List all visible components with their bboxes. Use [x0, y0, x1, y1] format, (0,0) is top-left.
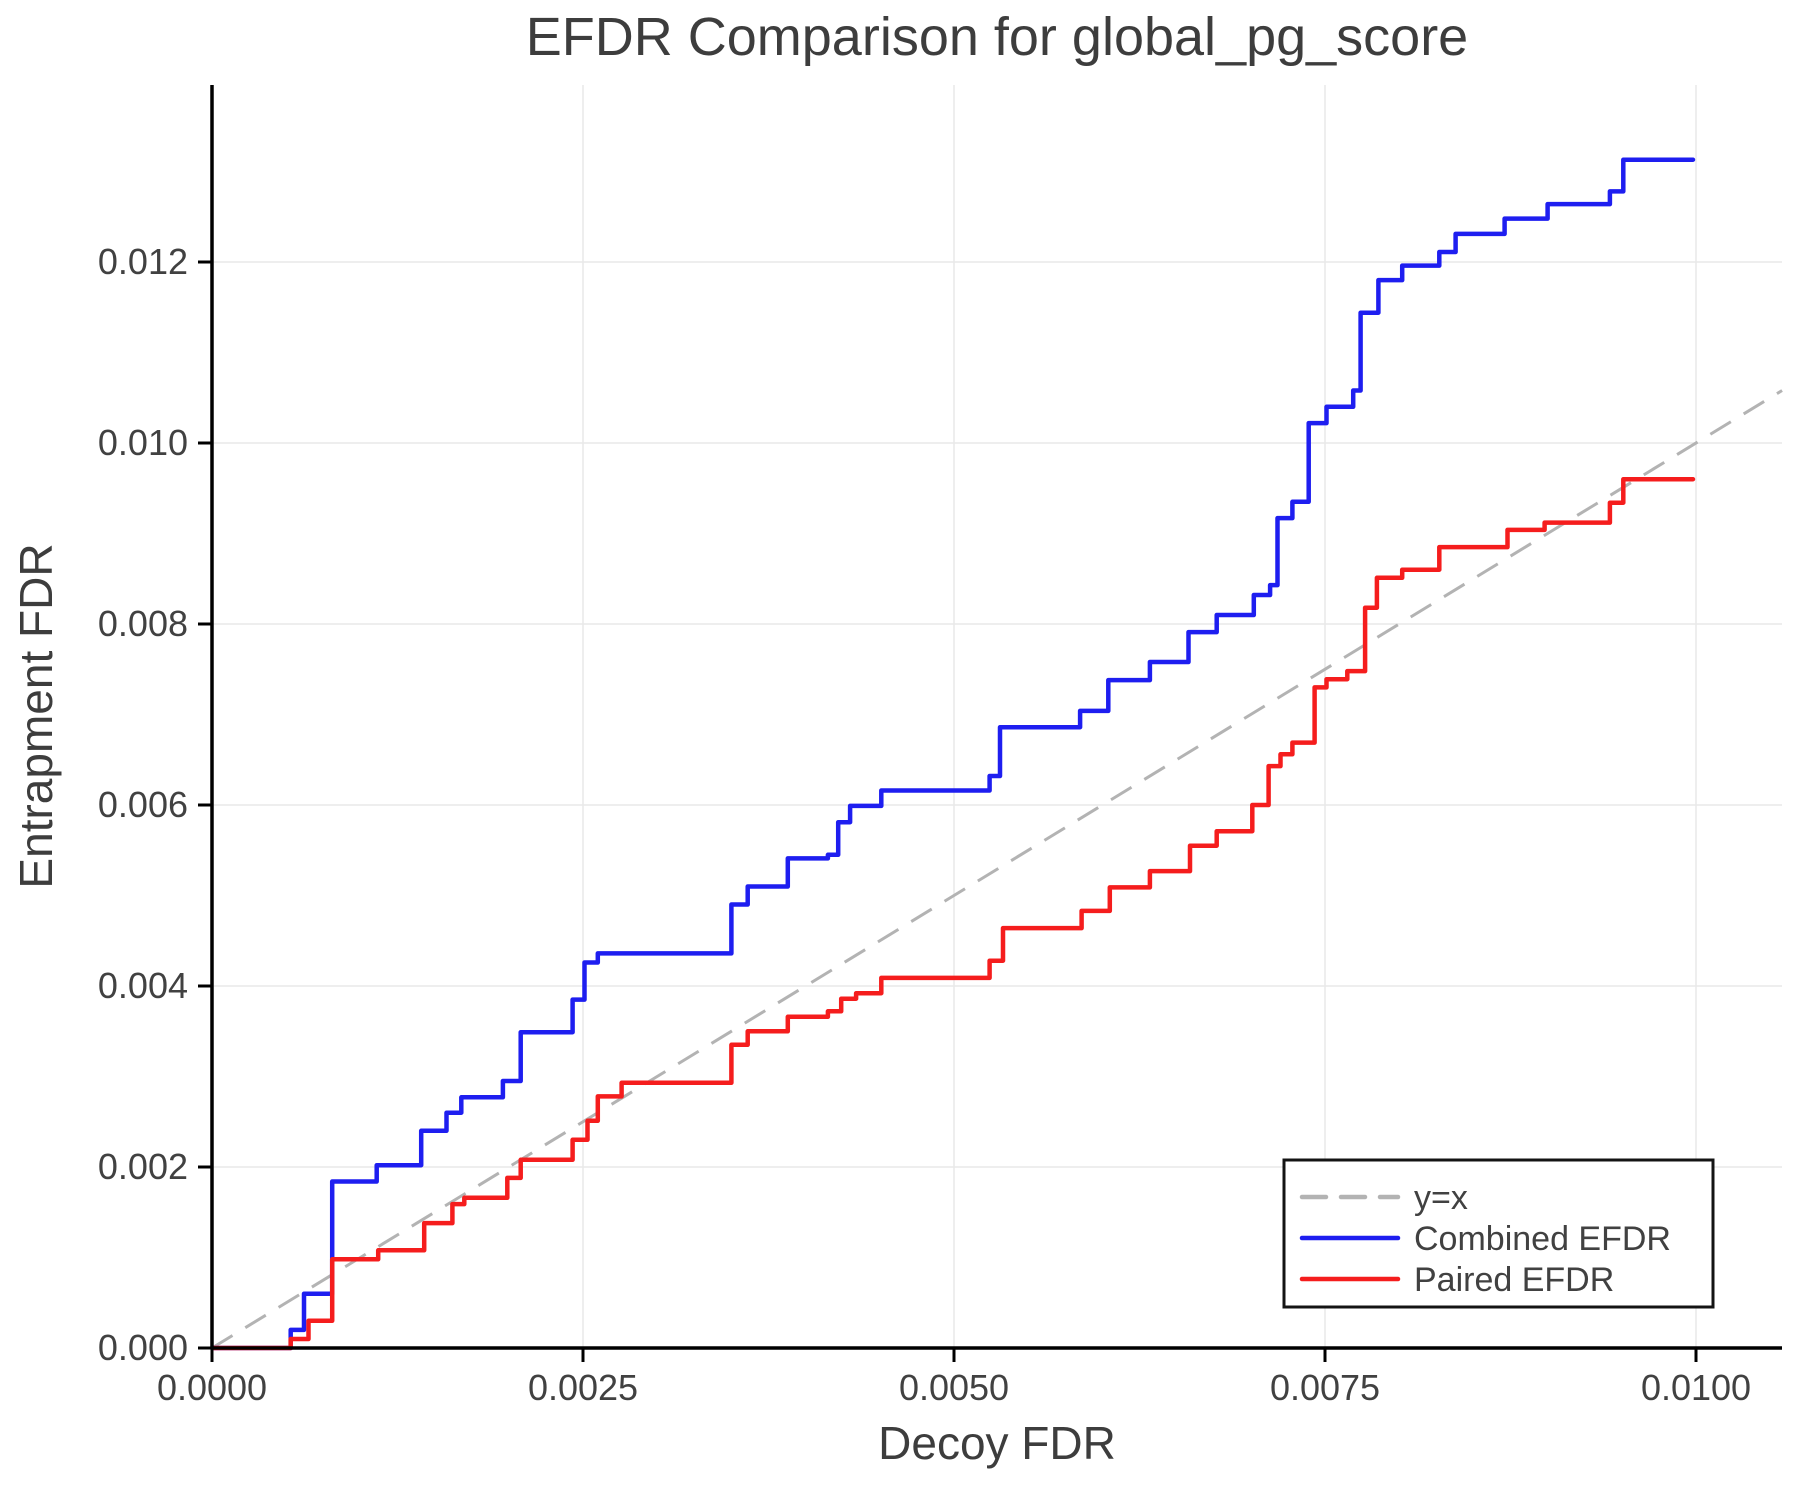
- x-tick-label: 0.0075: [1270, 1367, 1380, 1408]
- y-tick-label: 0.008: [98, 603, 188, 644]
- y-axis-label-text: Entrapment FDR: [10, 543, 62, 889]
- reference-line-y-equals-x: [211, 389, 1783, 1350]
- x-tick-label: 0.0000: [157, 1367, 267, 1408]
- x-axis-label: Decoy FDR: [878, 1417, 1116, 1469]
- legend-label: Combined EFDR: [1414, 1220, 1671, 1258]
- x-tick-label: 0.0100: [1641, 1367, 1751, 1408]
- y-tick-label: 0.012: [98, 241, 188, 282]
- x-tick-label: 0.0025: [528, 1367, 638, 1408]
- y-tick-label: 0.006: [98, 784, 188, 825]
- legend-label: y=x: [1414, 1179, 1468, 1217]
- series-line-combined-efdr: [209, 157, 1696, 1351]
- y-tick-label: 0.002: [98, 1146, 188, 1187]
- legend-box: [1282, 1158, 1715, 1309]
- y-tick-label: 0.010: [98, 422, 188, 463]
- legend-label: Paired EFDR: [1414, 1261, 1614, 1299]
- y-tick-label: 0.004: [98, 965, 188, 1006]
- series-line-paired-efdr: [209, 476, 1696, 1351]
- chart-title: EFDR Comparison for global_pg_score: [525, 7, 1469, 67]
- y-tick-label: 0.000: [98, 1327, 188, 1368]
- x-tick-label: 0.0050: [899, 1367, 1009, 1408]
